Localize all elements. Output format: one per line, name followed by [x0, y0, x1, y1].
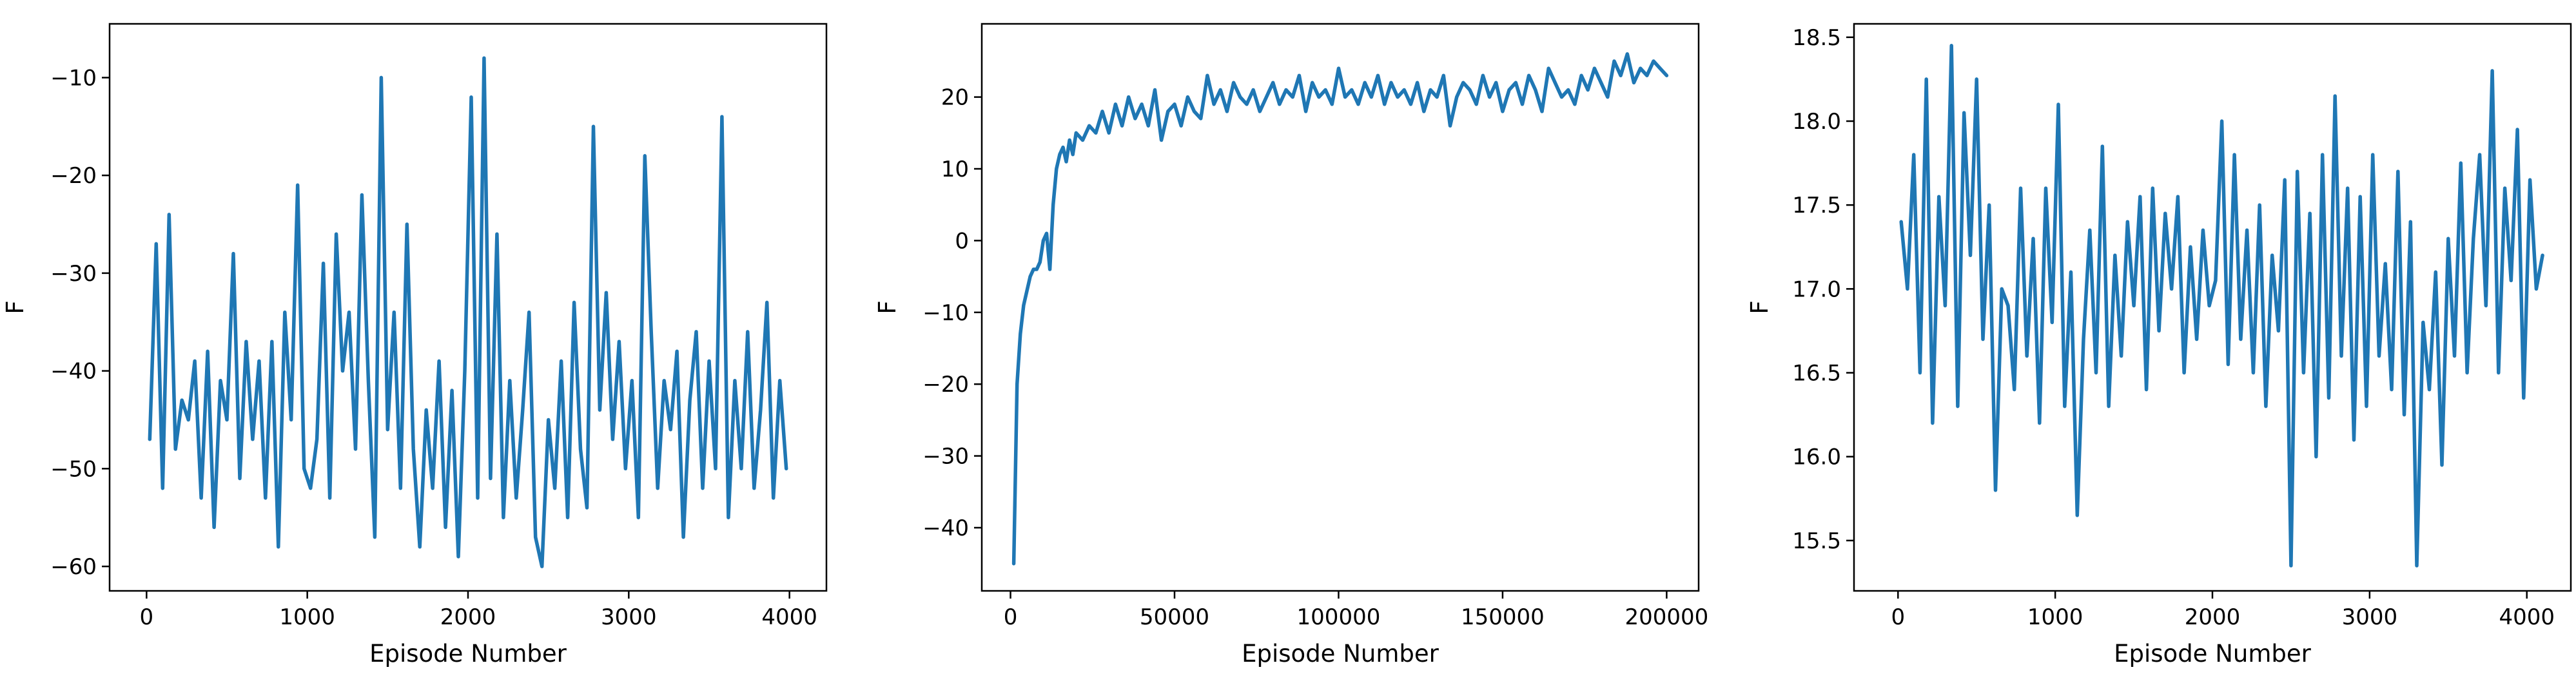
y-tick-label: 16.5: [1792, 361, 1841, 387]
y-tick-label: 17.0: [1792, 276, 1841, 302]
y-tick-label: −30: [50, 261, 97, 287]
x-tick-label: 0: [140, 604, 154, 630]
x-tick-label: 0: [1004, 604, 1018, 630]
x-tick-label: 1000: [2027, 604, 2083, 630]
y-tick-label: −10: [50, 65, 97, 91]
x-tick-label: 2000: [440, 604, 496, 630]
x-axis-label: Episode Number: [2114, 640, 2311, 668]
y-axis-label: F: [1, 300, 29, 314]
x-tick-label: 200000: [1625, 604, 1708, 630]
y-axis-label: F: [873, 300, 901, 314]
x-tick-label: 3000: [2342, 604, 2398, 630]
subplot-left: 0 1000 2000 3000 4000 −60 −50 −40 −30 −20 −10 Episo…: [1, 23, 828, 668]
x-axis-label: Episode Number: [369, 640, 567, 668]
y-tick-label: −10: [922, 300, 969, 326]
y-tick-label: −60: [50, 554, 97, 580]
axes-frame: [981, 23, 1700, 592]
y-tick-label: 18.5: [1792, 25, 1841, 51]
y-tick-label: −20: [922, 372, 969, 398]
x-tick-label: 3000: [601, 604, 657, 630]
y-tick-label: −30: [922, 444, 969, 470]
x-tick-label: 0: [1891, 604, 1905, 630]
x-tick-label: 1000: [279, 604, 335, 630]
y-tick-label: 16.0: [1792, 445, 1841, 470]
y-tick-label: 0: [955, 228, 969, 254]
y-tick-label: 17.5: [1792, 193, 1841, 218]
y-tick-label: −50: [50, 456, 97, 482]
x-tick-label: 2000: [2185, 604, 2241, 630]
x-axis-label: Episode Number: [1242, 640, 1439, 668]
x-tick-label: 50000: [1140, 604, 1209, 630]
subplot-middle: 0 50000 100000 150000 200000 −40 −30 −20 −10 0 10 2…: [873, 23, 1708, 668]
series-line: [1011, 52, 1669, 566]
x-tick-label: 100000: [1297, 604, 1381, 630]
series-line: [1899, 44, 2544, 568]
y-tick-label: 10: [941, 157, 969, 182]
y-tick-label: 15.5: [1792, 528, 1841, 554]
x-tick-label: 4000: [2499, 604, 2555, 630]
y-axis-label: F: [1746, 300, 1773, 314]
y-tick-label: −20: [50, 163, 97, 189]
subplot-right: 0 1000 2000 3000 4000 15.5 16.0 16.5 17.0 17.5 18.…: [1746, 23, 2572, 668]
y-tick-label: 18.0: [1792, 109, 1841, 135]
y-tick-label: −40: [50, 359, 97, 385]
series-line: [148, 56, 788, 568]
y-tick-label: −40: [922, 515, 969, 541]
x-tick-label: 150000: [1461, 604, 1545, 630]
y-tick-label: 20: [941, 85, 969, 111]
x-tick-label: 4000: [761, 604, 817, 630]
